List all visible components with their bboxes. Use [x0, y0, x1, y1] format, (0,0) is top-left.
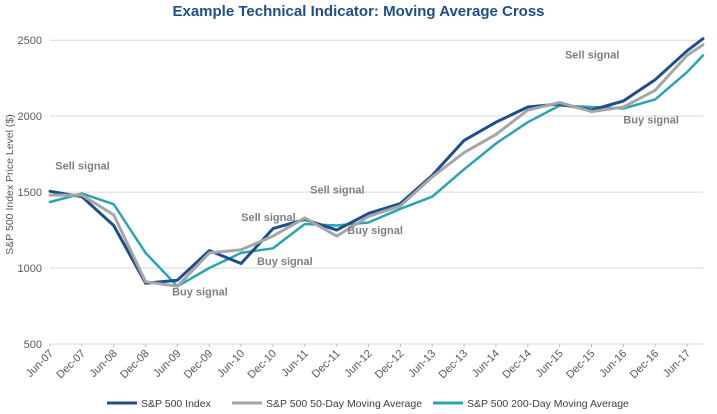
x-tick-label: Jun-17: [661, 348, 693, 380]
x-tick-label: Dec-08: [118, 348, 152, 382]
annotation-label: Sell signal: [55, 160, 109, 172]
annotation-label: Sell signal: [241, 212, 295, 224]
chart-title: Example Technical Indicator: Moving Aver…: [172, 3, 545, 20]
legend-label-index: S&P 500 Index: [141, 398, 212, 410]
y-axis-title: S&P 500 Index Price Level ($): [4, 114, 16, 254]
x-tick-label: Jun-13: [406, 348, 438, 380]
x-tick-label: Dec-14: [500, 348, 534, 382]
y-tick-label: 2000: [18, 111, 42, 123]
x-tick-label: Jun-10: [215, 348, 247, 380]
x-tick-label: Jun-14: [470, 348, 502, 380]
x-tick-label: Dec-11: [310, 348, 343, 381]
y-tick-label: 1500: [18, 187, 42, 199]
x-tick-label: Jun-08: [88, 348, 120, 380]
annotation-label: Sell signal: [565, 49, 619, 61]
legend-label-ma200: S&P 500 200-Day Moving Average: [467, 398, 629, 410]
y-tick-label: 500: [24, 339, 42, 351]
x-tick-label: Dec-16: [628, 348, 662, 382]
x-tick-label: Jun-15: [534, 348, 566, 380]
annotation-label: Buy signal: [257, 256, 313, 268]
x-tick-label: Dec-09: [182, 348, 216, 382]
annotation-label: Buy signal: [172, 286, 228, 298]
x-tick-label: Jun-16: [597, 348, 629, 380]
x-tick-label: Dec-15: [564, 348, 598, 382]
series-line-index: [48, 37, 705, 285]
x-tick-label: Jun-11: [279, 348, 311, 380]
annotation-label: Sell signal: [310, 185, 364, 197]
x-tick-label: Dec-10: [246, 348, 280, 382]
annotation-label: Buy signal: [347, 225, 403, 237]
x-tick-label: Dec-12: [373, 348, 407, 382]
x-tick-label: Jun-07: [24, 348, 56, 380]
y-tick-label: 2500: [18, 35, 42, 47]
x-tick-label: Dec-13: [437, 348, 471, 382]
x-tick-label: Jun-09: [151, 348, 183, 380]
annotation-label: Buy signal: [623, 115, 679, 127]
x-tick-label: Dec-07: [54, 348, 88, 382]
legend-label-ma50: S&P 500 50-Day Moving Average: [266, 398, 422, 410]
series-line-ma50: [48, 43, 705, 288]
x-tick-label: Jun-12: [342, 348, 374, 380]
y-tick-label: 1000: [18, 263, 42, 275]
series-line-ma200: [48, 54, 705, 288]
